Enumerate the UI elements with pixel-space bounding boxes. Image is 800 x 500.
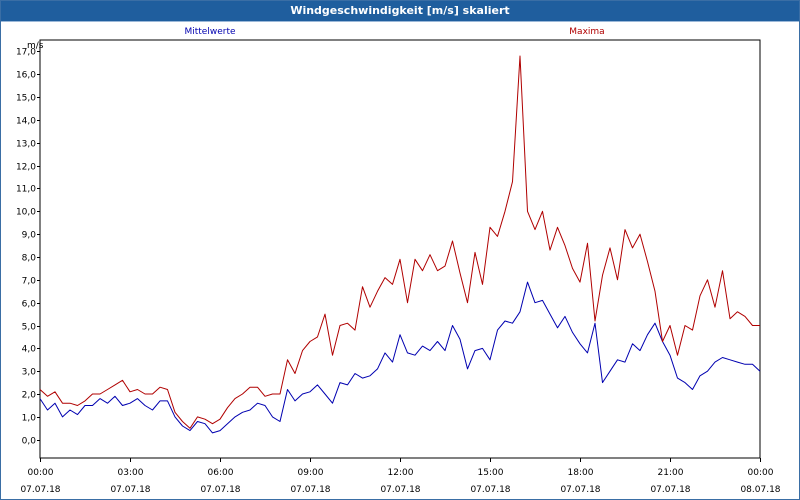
y-tick-label: 7,0	[22, 277, 37, 287]
series-line-maxima	[39, 55, 760, 429]
chart-axes	[37, 39, 761, 462]
x-tick-date: 07.07.18	[290, 485, 330, 495]
x-tick-date: 07.07.18	[650, 485, 690, 495]
y-tick-label: 4,0	[22, 345, 37, 355]
x-tick-date: 07.07.18	[110, 485, 150, 495]
x-tick-time: 09:00	[298, 468, 324, 478]
legend-mittelwerte: Mittelwerte	[184, 27, 235, 37]
x-tick-time: 21:00	[658, 468, 684, 478]
y-tick-label: 9,0	[22, 231, 37, 241]
y-tick-label: 6,0	[22, 300, 37, 310]
y-tick-label: 12,0	[16, 163, 36, 173]
x-tick-labels: 00:00 07.07.18 03:00 07.07.18 06:00 07.07.18 0…	[20, 468, 780, 495]
y-tick-label: 8,0	[22, 254, 37, 264]
x-tick-time: 03:00	[118, 468, 144, 478]
y-tick-label: 15,0	[16, 94, 36, 104]
x-tick-time: 06:00	[208, 468, 234, 478]
x-tick-date: 07.07.18	[470, 485, 510, 495]
x-tick-time: 00:00	[28, 468, 54, 478]
x-tick-date: 07.07.18	[20, 485, 60, 495]
series-lines	[39, 55, 761, 434]
x-tick-time: 00:00	[748, 468, 774, 478]
x-tick-date: 07.07.18	[380, 485, 420, 495]
y-axis-unit: m/s	[27, 41, 44, 51]
x-tick-date: 08.07.18	[740, 485, 780, 495]
x-tick-time: 15:00	[478, 468, 504, 478]
x-tick-time: 12:00	[388, 468, 414, 478]
y-tick-label: 17,0	[16, 48, 36, 58]
y-tick-label: 0,0	[22, 437, 37, 447]
y-tick-label: 11,0	[16, 185, 36, 195]
y-tick-label: 2,0	[22, 391, 37, 401]
series-line-mittelwerte	[39, 281, 761, 434]
y-tick-label: 16,0	[16, 71, 36, 81]
x-tick-time: 18:00	[568, 468, 594, 478]
plot-area	[39, 39, 761, 459]
y-tick-label: 3,0	[22, 368, 37, 378]
x-tick-date: 07.07.18	[560, 485, 600, 495]
y-tick-label: 10,0	[16, 208, 36, 218]
y-tick-label: 1,0	[22, 414, 37, 424]
y-tick-label: 5,0	[22, 323, 37, 333]
y-tick-label: 14,0	[16, 117, 36, 127]
x-tick-date: 07.07.18	[200, 485, 240, 495]
y-tick-labels: 0,0 1,0 2,0 3,0 4,0 5,0 6,0 7,0 8,0 9,0 10,0 11,0 12…	[16, 48, 36, 447]
y-tick-label: 13,0	[16, 140, 36, 150]
legend-maxima: Maxima	[569, 27, 604, 37]
window-title: Windgeschwindigkeit [m/s] skaliert	[1, 1, 799, 22]
